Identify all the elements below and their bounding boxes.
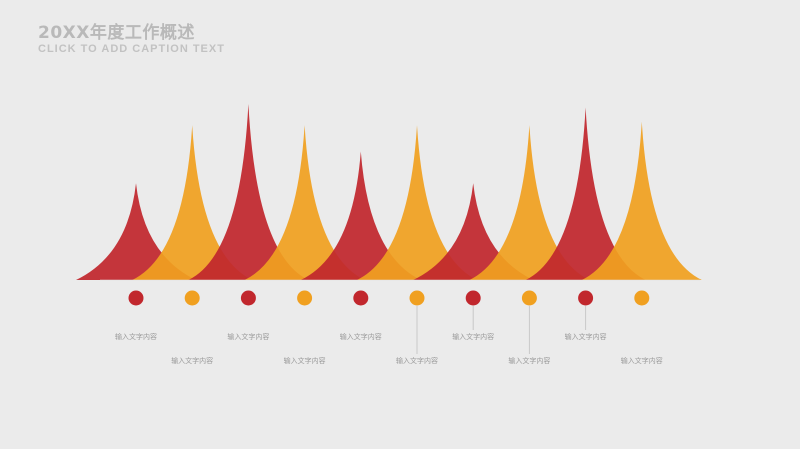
- timeline-dot-2: [184, 290, 200, 306]
- page-subtitle: CLICK TO ADD CAPTION TEXT: [38, 43, 225, 55]
- peak-4: [244, 125, 365, 281]
- peak-5: [300, 151, 421, 280]
- peak-8: [469, 125, 590, 281]
- peak-2: [132, 125, 253, 281]
- timeline-label-3: 输入文字内容: [227, 333, 270, 341]
- timeline-label-5: 输入文字内容: [339, 333, 382, 341]
- timeline-label-6: 输入文字内容: [396, 357, 438, 365]
- peak-9: [525, 107, 646, 281]
- timeline-label-9: 输入文字内容: [564, 333, 607, 341]
- peaks-group: [76, 104, 702, 281]
- timeline-dot-5: [353, 290, 369, 306]
- timeline-dot-7: [465, 290, 481, 306]
- timeline-label-10: 输入文字内容: [620, 357, 663, 365]
- timeline-dot-3: [240, 290, 256, 306]
- connectors-group: [416, 306, 587, 354]
- dots-group: [128, 290, 650, 306]
- timeline-label-8: 输入文字内容: [508, 357, 551, 365]
- timeline-dot-9: [578, 290, 594, 306]
- timeline-dot-8: [521, 290, 537, 306]
- peak-10: [581, 121, 702, 280]
- timeline-label-1: 输入文字内容: [115, 333, 157, 341]
- peak-7: [413, 183, 534, 280]
- timeline-dot-10: [634, 290, 650, 306]
- peak-1: [76, 183, 196, 280]
- timeline-label-7: 输入文字内容: [452, 333, 495, 341]
- timeline-label-4: 输入文字内容: [283, 357, 326, 365]
- timeline-label-2: 输入文字内容: [171, 357, 214, 365]
- timeline-dot-1: [128, 290, 144, 306]
- peak-3: [188, 104, 309, 280]
- timeline-dot-4: [297, 290, 313, 306]
- timeline-dot-6: [409, 290, 425, 306]
- peak-6: [357, 125, 477, 281]
- page-title: 20XX年度工作概述: [38, 23, 195, 43]
